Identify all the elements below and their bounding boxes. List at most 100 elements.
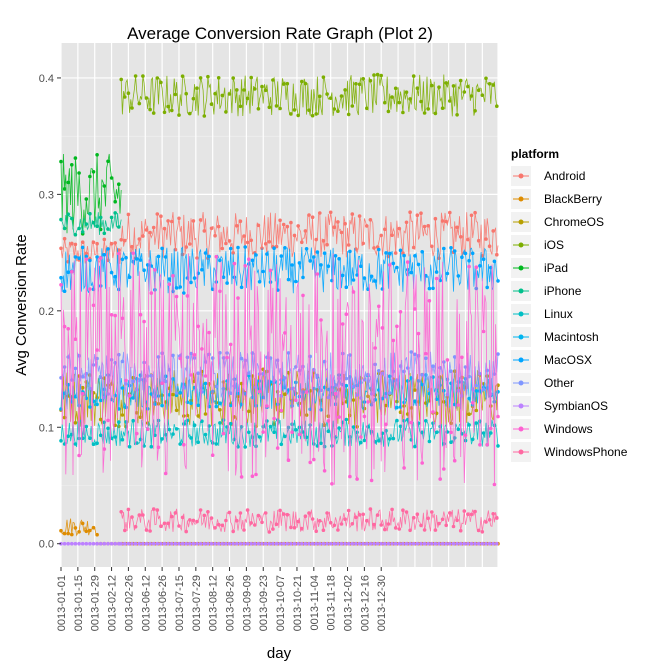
data-point — [80, 391, 85, 396]
data-point — [460, 355, 464, 360]
data-point — [434, 430, 439, 435]
data-point — [362, 414, 367, 419]
data-point — [167, 277, 172, 281]
data-point — [228, 246, 233, 251]
series-line — [60, 369, 499, 428]
data-point — [198, 541, 203, 546]
data-point — [126, 541, 131, 546]
data-point — [433, 111, 438, 116]
x-tick-label: 0013-07-29 — [191, 575, 203, 631]
data-point — [476, 541, 481, 546]
data-point — [224, 541, 228, 546]
data-point — [253, 87, 257, 91]
legend-item-symbianos: SymbianOS — [511, 396, 608, 416]
data-point — [216, 522, 221, 527]
data-point — [59, 283, 63, 287]
data-point — [416, 262, 421, 267]
data-point — [148, 230, 152, 235]
data-point — [279, 254, 284, 258]
data-point — [62, 391, 67, 396]
data-point — [362, 276, 367, 280]
data-point — [202, 229, 207, 233]
data-point — [346, 541, 351, 546]
data-point — [292, 525, 297, 530]
series-windows — [59, 251, 500, 487]
data-point — [203, 251, 208, 255]
data-point — [383, 100, 387, 105]
data-point — [91, 363, 96, 367]
data-point — [166, 219, 170, 223]
data-point — [402, 253, 406, 258]
series-line — [60, 351, 499, 399]
data-point — [88, 211, 92, 216]
data-point — [301, 364, 305, 369]
data-point — [102, 395, 107, 400]
data-point — [336, 220, 340, 224]
data-point — [312, 255, 316, 259]
data-point — [117, 420, 121, 424]
data-point — [141, 513, 145, 517]
y-tick-label: 0.0 — [39, 539, 54, 551]
data-point — [220, 93, 225, 98]
data-point — [245, 508, 250, 512]
legend-item-ios: iOS — [511, 235, 564, 255]
data-point — [144, 96, 149, 100]
data-point — [130, 106, 134, 110]
data-point — [413, 307, 417, 311]
data-point — [279, 442, 284, 447]
data-point — [431, 410, 435, 414]
data-point — [177, 216, 181, 221]
data-point — [452, 402, 457, 407]
data-point — [492, 372, 497, 376]
data-point — [127, 393, 132, 398]
data-point — [272, 416, 276, 421]
data-point — [228, 391, 233, 396]
data-point — [159, 214, 163, 218]
data-point — [409, 270, 414, 275]
data-point — [463, 251, 468, 256]
data-point — [113, 274, 117, 279]
data-point — [422, 111, 427, 115]
data-point — [283, 392, 287, 397]
legend-key-point — [518, 426, 524, 432]
data-point — [180, 74, 185, 78]
data-point — [160, 381, 164, 386]
data-point — [91, 525, 96, 530]
x-tick-label: 0013-10-21 — [292, 575, 304, 631]
x-tick-label: 0013-01-29 — [90, 575, 102, 631]
data-point — [434, 276, 439, 281]
data-point — [315, 373, 320, 378]
data-point — [452, 458, 457, 463]
data-point — [339, 522, 344, 526]
data-point — [322, 469, 327, 473]
data-point — [340, 322, 345, 326]
data-point — [325, 511, 329, 515]
data-point — [189, 401, 193, 406]
legend-item-iphone: iPhone — [511, 281, 582, 301]
data-point — [188, 541, 192, 546]
data-point — [224, 110, 228, 114]
data-point — [328, 96, 333, 100]
data-point — [409, 420, 414, 425]
data-point — [62, 187, 67, 191]
data-point — [303, 514, 308, 518]
data-point — [333, 391, 338, 396]
data-point — [184, 245, 188, 249]
legend-key-point — [518, 265, 524, 271]
data-point — [123, 95, 127, 99]
data-point — [336, 528, 340, 532]
data-point — [322, 251, 327, 255]
data-point — [102, 541, 107, 546]
data-point — [106, 159, 110, 164]
data-point — [369, 402, 374, 407]
data-point — [452, 249, 457, 253]
data-point — [476, 88, 481, 93]
x-tick-label: 0013-06-26 — [157, 575, 169, 631]
data-point — [210, 389, 215, 394]
data-point — [123, 541, 127, 546]
y-tick-label: 0.1 — [39, 422, 54, 434]
data-point — [398, 310, 403, 314]
data-point — [80, 385, 85, 390]
x-tick-label: 0013-01-15 — [73, 575, 85, 631]
